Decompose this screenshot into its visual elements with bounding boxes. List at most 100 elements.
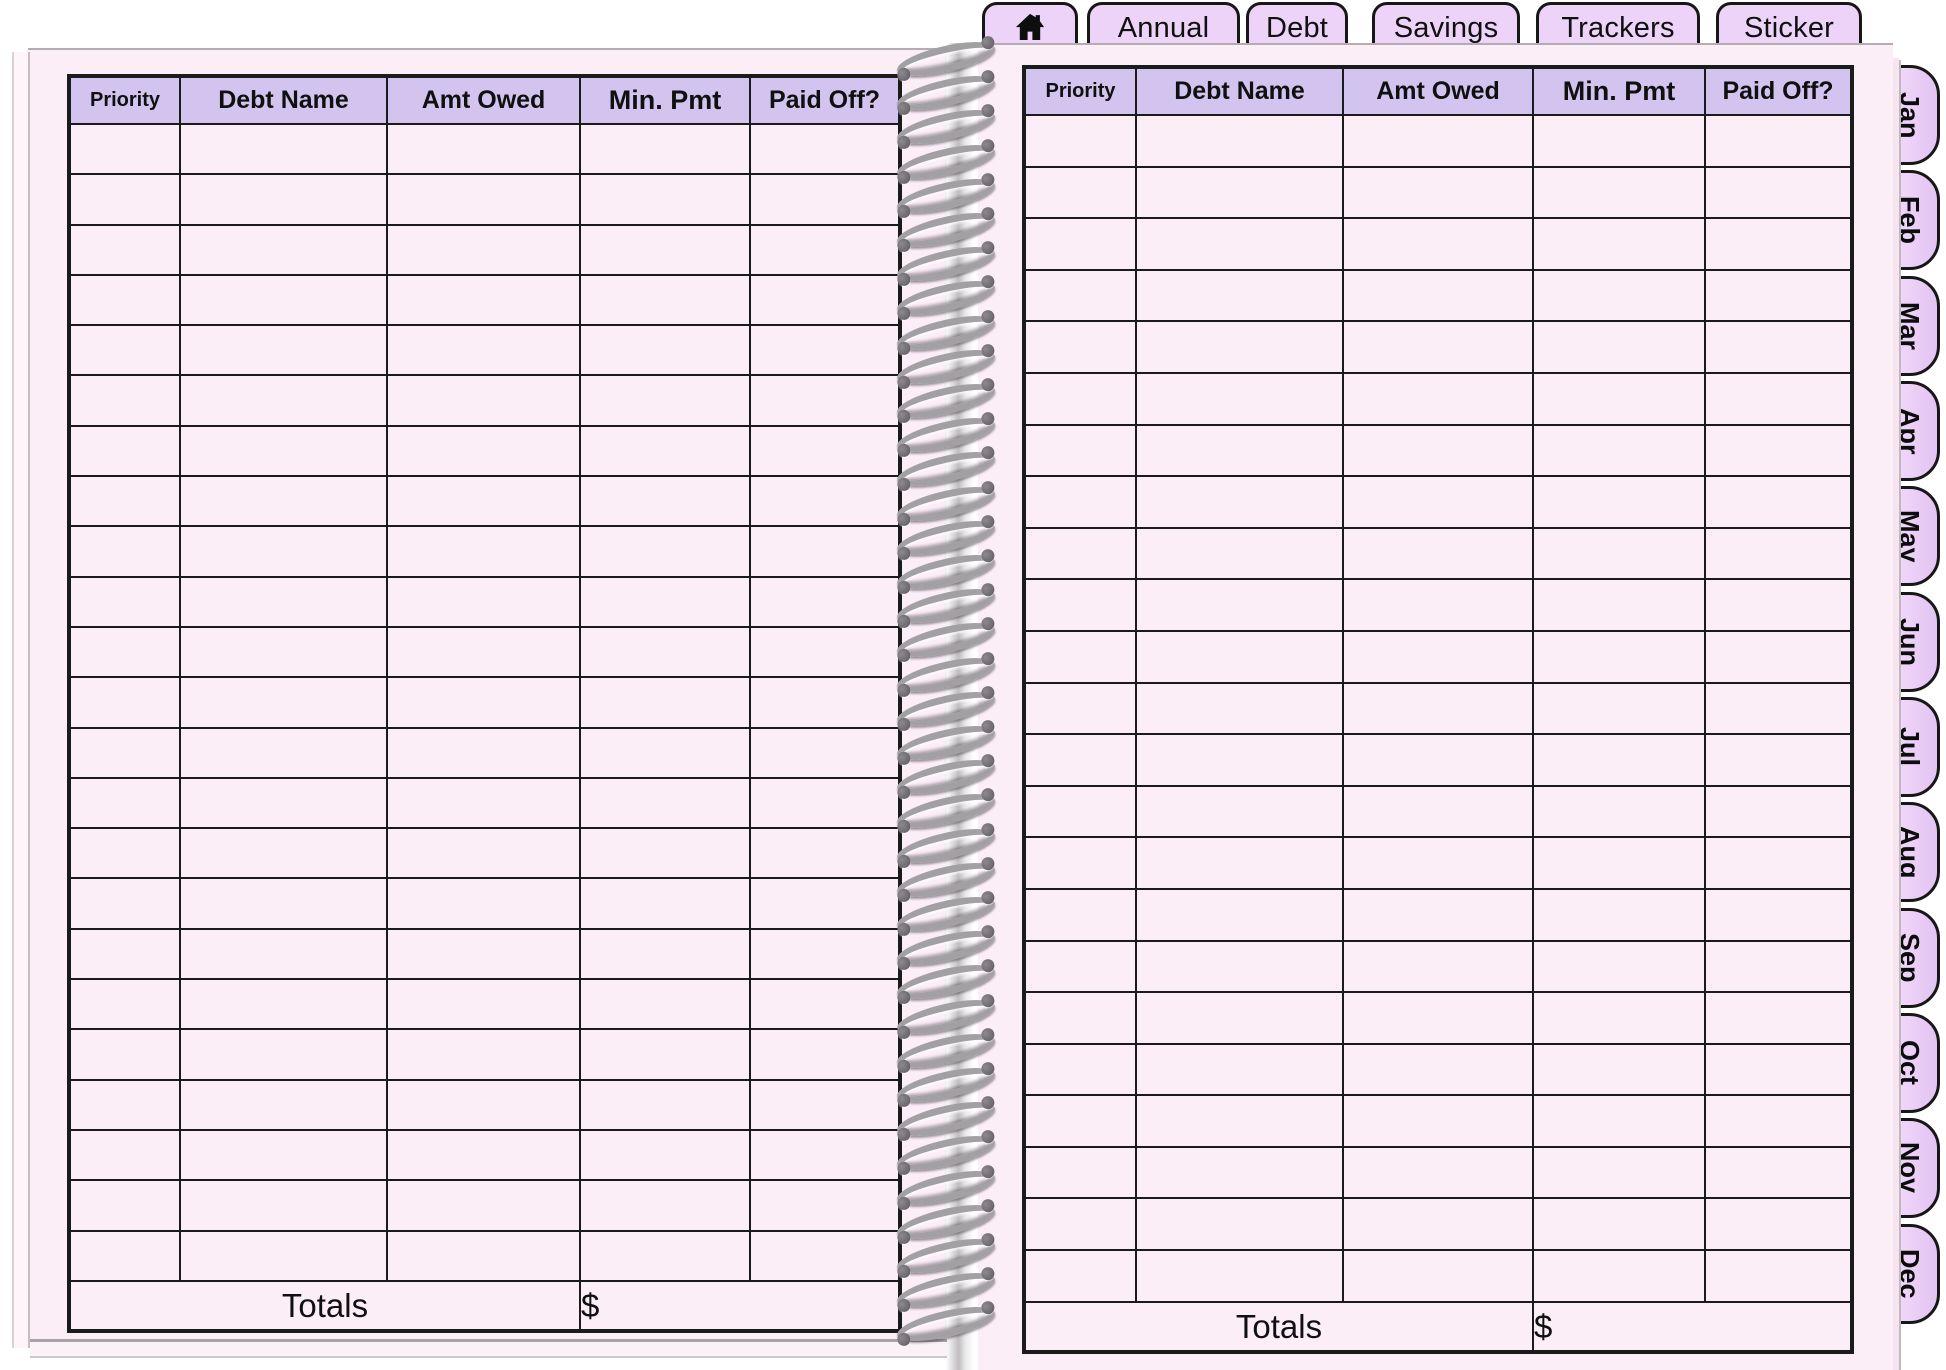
- debt-cell[interactable]: [749, 173, 901, 226]
- debt-cell[interactable]: [1532, 114, 1706, 168]
- debt-cell[interactable]: [579, 978, 751, 1031]
- debt-cell[interactable]: [1342, 629, 1534, 684]
- debt-cell[interactable]: [1532, 526, 1706, 581]
- debt-cell[interactable]: [386, 877, 581, 930]
- debt-cell[interactable]: [1023, 475, 1137, 529]
- debt-cell[interactable]: [68, 1179, 181, 1232]
- debt-cell[interactable]: [1342, 733, 1534, 787]
- debt-cell[interactable]: [386, 676, 581, 729]
- debt-cell[interactable]: [1135, 1145, 1344, 1200]
- debt-cell[interactable]: [1135, 475, 1344, 529]
- debt-cell[interactable]: [579, 122, 751, 176]
- debt-cell[interactable]: [68, 827, 181, 880]
- debt-cell[interactable]: [1023, 371, 1137, 426]
- debt-cell[interactable]: [1135, 165, 1344, 220]
- debt-cell[interactable]: [1135, 114, 1344, 168]
- debt-cell[interactable]: [1704, 268, 1853, 323]
- debt-cell[interactable]: [749, 475, 901, 528]
- debt-cell[interactable]: [1704, 578, 1853, 632]
- debt-cell[interactable]: [1704, 1249, 1853, 1303]
- debt-cell[interactable]: [749, 676, 901, 729]
- debt-cell[interactable]: [68, 776, 181, 830]
- debt-cell[interactable]: [1342, 114, 1534, 168]
- debt-cell[interactable]: [1342, 217, 1534, 271]
- debt-cell[interactable]: [68, 374, 181, 427]
- debt-cell[interactable]: [68, 223, 181, 276]
- debt-cell[interactable]: [1135, 629, 1344, 684]
- debt-cell[interactable]: [386, 223, 581, 276]
- debt-cell[interactable]: [579, 726, 751, 779]
- debt-cell[interactable]: [749, 1229, 901, 1283]
- debt-cell[interactable]: [1532, 1042, 1706, 1097]
- debt-cell[interactable]: [179, 424, 388, 478]
- debt-cell[interactable]: [1704, 371, 1853, 426]
- debt-cell[interactable]: [1135, 939, 1344, 994]
- debt-cell[interactable]: [1135, 371, 1344, 426]
- debt-cell[interactable]: [749, 1179, 901, 1232]
- debt-cell[interactable]: [749, 374, 901, 427]
- debt-cell[interactable]: [179, 676, 388, 729]
- debt-cell[interactable]: [749, 1078, 901, 1131]
- debt-cell[interactable]: [1342, 1145, 1534, 1200]
- debt-cell[interactable]: [749, 625, 901, 679]
- debt-cell[interactable]: [1023, 217, 1137, 271]
- debt-cell[interactable]: [1023, 1145, 1137, 1200]
- debt-cell[interactable]: [579, 525, 751, 578]
- debt-cell[interactable]: [1342, 371, 1534, 426]
- debt-cell[interactable]: [68, 726, 181, 779]
- debt-cell[interactable]: [1532, 268, 1706, 323]
- debt-cell[interactable]: [179, 827, 388, 880]
- debt-cell[interactable]: [1342, 320, 1534, 374]
- debt-cell[interactable]: [1023, 165, 1137, 220]
- debt-cell[interactable]: [386, 424, 581, 478]
- debt-cell[interactable]: [579, 776, 751, 830]
- debt-cell[interactable]: [1023, 836, 1137, 890]
- debt-cell[interactable]: [68, 1229, 181, 1283]
- debt-cell[interactable]: [1532, 423, 1706, 478]
- debt-cell[interactable]: [179, 324, 388, 377]
- debt-cell[interactable]: [386, 273, 581, 327]
- debt-cell[interactable]: [68, 1128, 181, 1182]
- debt-cell[interactable]: [179, 525, 388, 578]
- debt-cell[interactable]: [1342, 887, 1534, 942]
- debt-cell[interactable]: [179, 877, 388, 930]
- debt-cell[interactable]: [386, 1179, 581, 1232]
- totals-value-cell[interactable]: $: [1532, 1301, 1853, 1353]
- debt-cell[interactable]: [1342, 939, 1534, 994]
- debt-cell[interactable]: [1023, 784, 1137, 839]
- debt-cell[interactable]: [1704, 784, 1853, 839]
- debt-cell[interactable]: [1023, 1249, 1137, 1303]
- debt-cell[interactable]: [1342, 423, 1534, 478]
- debt-cell[interactable]: [386, 475, 581, 528]
- debt-cell[interactable]: [749, 424, 901, 478]
- debt-cell[interactable]: [179, 927, 388, 981]
- debt-cell[interactable]: [68, 173, 181, 226]
- debt-cell[interactable]: [68, 525, 181, 578]
- debt-cell[interactable]: [1704, 1042, 1853, 1097]
- debt-cell[interactable]: [179, 978, 388, 1031]
- debt-cell[interactable]: [179, 1078, 388, 1131]
- debt-cell[interactable]: [68, 676, 181, 729]
- debt-cell[interactable]: [749, 122, 901, 176]
- debt-cell[interactable]: [386, 625, 581, 679]
- debt-cell[interactable]: [1532, 784, 1706, 839]
- debt-cell[interactable]: [386, 173, 581, 226]
- debt-cell[interactable]: [1532, 578, 1706, 632]
- debt-cell[interactable]: [68, 475, 181, 528]
- debt-cell[interactable]: [1532, 217, 1706, 271]
- debt-cell[interactable]: [1135, 578, 1344, 632]
- debt-cell[interactable]: [386, 575, 581, 628]
- debt-cell[interactable]: [749, 223, 901, 276]
- debt-cell[interactable]: [1532, 320, 1706, 374]
- debt-cell[interactable]: [579, 1229, 751, 1283]
- debt-cell[interactable]: [1532, 1249, 1706, 1303]
- debt-cell[interactable]: [1023, 1042, 1137, 1097]
- debt-cell[interactable]: [1135, 733, 1344, 787]
- debt-cell[interactable]: [1704, 887, 1853, 942]
- debt-cell[interactable]: [1342, 836, 1534, 890]
- debt-cell[interactable]: [1704, 423, 1853, 478]
- debt-cell[interactable]: [179, 122, 388, 176]
- debt-cell[interactable]: [1023, 526, 1137, 581]
- debt-cell[interactable]: [68, 324, 181, 377]
- debt-cell[interactable]: [1135, 784, 1344, 839]
